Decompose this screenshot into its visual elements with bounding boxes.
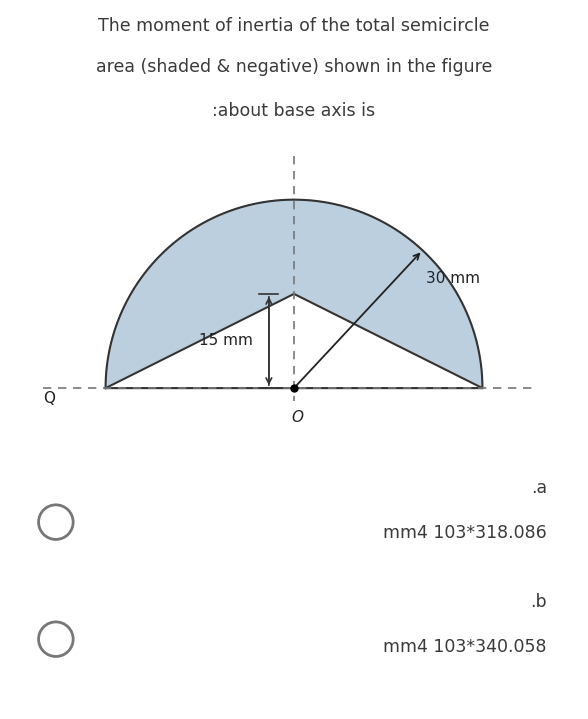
Text: .b: .b (530, 593, 547, 611)
Text: O: O (291, 410, 303, 425)
Text: The moment of inertia of the total semicircle: The moment of inertia of the total semic… (98, 17, 490, 35)
Text: mm4 103*318.086: mm4 103*318.086 (383, 523, 547, 542)
Text: :about base axis is: :about base axis is (212, 102, 376, 120)
Text: mm4 103*340.058: mm4 103*340.058 (383, 638, 547, 656)
Text: Q: Q (43, 391, 55, 406)
Polygon shape (106, 200, 482, 388)
Text: 15 mm: 15 mm (199, 334, 253, 349)
Text: area (shaded & negative) shown in the figure: area (shaded & negative) shown in the fi… (96, 58, 492, 76)
Polygon shape (106, 294, 482, 388)
Text: .a: .a (531, 479, 547, 497)
Text: 30 mm: 30 mm (426, 271, 480, 286)
